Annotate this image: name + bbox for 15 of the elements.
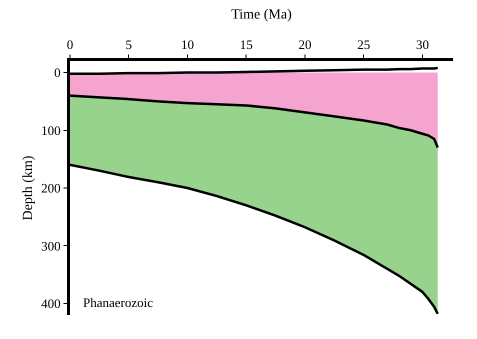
y-tick-label: 100 <box>41 122 61 138</box>
x-tick-label: 10 <box>180 37 194 52</box>
y-tick-label: 0 <box>54 65 61 80</box>
x-tick-label: 20 <box>298 37 312 52</box>
y-tick-label: 200 <box>41 180 61 196</box>
x-tick-label: 25 <box>357 37 370 52</box>
y-axis-title: Depth (km) <box>20 155 36 220</box>
x-axis-title: Time (Ma) <box>231 8 292 23</box>
x-tick-label: 15 <box>240 37 253 52</box>
y-tick-label: 400 <box>41 296 61 311</box>
x-tick-label: 0 <box>66 37 74 52</box>
x-tick-label: 30 <box>416 37 429 52</box>
annotation: Phanaerozoic <box>83 295 154 310</box>
x-tick-label: 5 <box>125 37 132 52</box>
y-tick-label: 300 <box>41 238 61 254</box>
